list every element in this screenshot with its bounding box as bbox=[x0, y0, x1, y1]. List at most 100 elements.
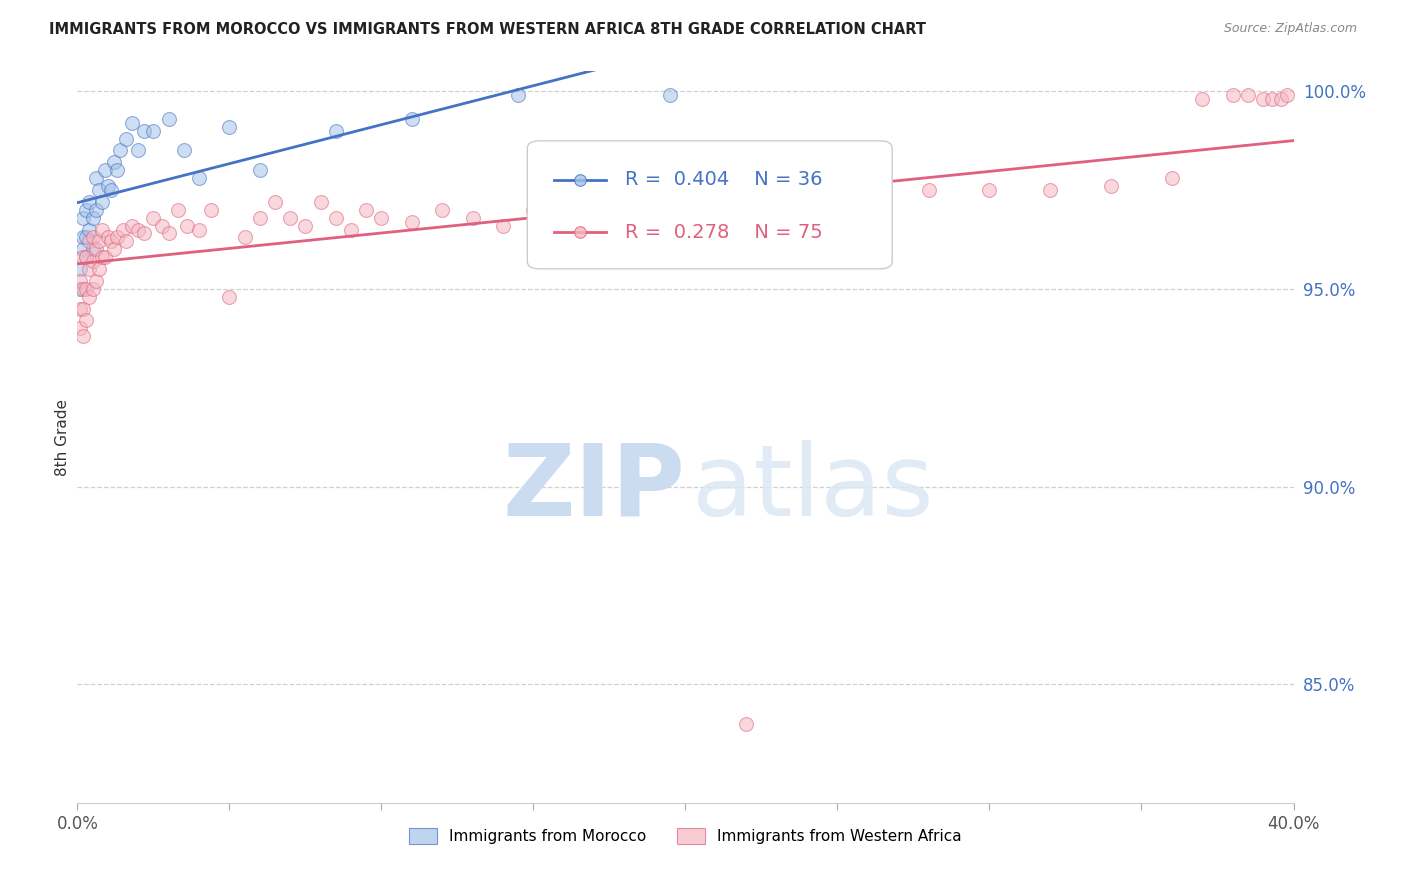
Point bbox=[735, 716, 758, 731]
Point bbox=[278, 211, 301, 225]
Point bbox=[75, 313, 97, 327]
Point bbox=[72, 230, 94, 244]
Point bbox=[93, 250, 115, 264]
Point bbox=[294, 219, 316, 233]
Point bbox=[583, 194, 606, 209]
Text: R =  0.404    N = 36: R = 0.404 N = 36 bbox=[624, 170, 823, 189]
Point bbox=[218, 290, 240, 304]
Point bbox=[108, 144, 131, 158]
Point bbox=[93, 163, 115, 178]
Point bbox=[553, 211, 575, 225]
Point bbox=[79, 235, 101, 249]
Point bbox=[340, 222, 363, 236]
Y-axis label: 8th Grade: 8th Grade bbox=[55, 399, 70, 475]
Point bbox=[75, 202, 97, 217]
Point bbox=[79, 290, 101, 304]
Point bbox=[90, 194, 112, 209]
Point bbox=[115, 235, 138, 249]
Point bbox=[1261, 92, 1284, 106]
Point bbox=[325, 123, 347, 137]
Point bbox=[157, 227, 180, 241]
Text: IMMIGRANTS FROM MOROCCO VS IMMIGRANTS FROM WESTERN AFRICA 8TH GRADE CORRELATION : IMMIGRANTS FROM MOROCCO VS IMMIGRANTS FR… bbox=[49, 22, 927, 37]
Point bbox=[100, 183, 122, 197]
Point bbox=[75, 250, 97, 264]
Point bbox=[1270, 92, 1292, 106]
Point bbox=[84, 202, 107, 217]
Point bbox=[176, 219, 198, 233]
Point bbox=[401, 214, 423, 228]
Point bbox=[134, 123, 156, 137]
Point bbox=[249, 163, 271, 178]
Point bbox=[157, 112, 180, 126]
Point bbox=[90, 222, 112, 236]
Point bbox=[79, 222, 101, 236]
Point bbox=[87, 262, 110, 277]
Point bbox=[218, 120, 240, 134]
Point bbox=[111, 222, 134, 236]
Point bbox=[644, 183, 666, 197]
Point bbox=[79, 194, 101, 209]
Point bbox=[370, 211, 392, 225]
Point bbox=[127, 222, 149, 236]
Point bbox=[84, 242, 107, 256]
Point bbox=[173, 144, 195, 158]
Point bbox=[508, 88, 530, 103]
Point bbox=[72, 211, 94, 225]
Point bbox=[82, 282, 104, 296]
Point bbox=[72, 282, 94, 296]
Point bbox=[100, 235, 122, 249]
Point bbox=[69, 262, 91, 277]
Point bbox=[90, 250, 112, 264]
Point bbox=[309, 194, 332, 209]
Point bbox=[1323, 671, 1346, 685]
Point bbox=[134, 227, 156, 241]
Point bbox=[796, 202, 818, 217]
Text: atlas: atlas bbox=[692, 440, 934, 537]
Legend: Immigrants from Morocco, Immigrants from Western Africa: Immigrants from Morocco, Immigrants from… bbox=[404, 822, 967, 850]
Point bbox=[492, 219, 515, 233]
Point bbox=[188, 171, 211, 186]
Point bbox=[75, 282, 97, 296]
Point bbox=[142, 123, 165, 137]
Point bbox=[200, 202, 222, 217]
Point bbox=[79, 262, 101, 277]
Point bbox=[72, 301, 94, 316]
Point bbox=[87, 183, 110, 197]
Point bbox=[1251, 92, 1274, 106]
Point bbox=[659, 88, 682, 103]
Point bbox=[69, 282, 91, 296]
Point bbox=[87, 235, 110, 249]
Point bbox=[1277, 88, 1299, 103]
Point bbox=[121, 219, 143, 233]
Point bbox=[82, 211, 104, 225]
Point bbox=[522, 202, 544, 217]
Point bbox=[121, 116, 143, 130]
Point bbox=[127, 144, 149, 158]
Point bbox=[188, 222, 211, 236]
Point bbox=[856, 194, 879, 209]
Point bbox=[75, 250, 97, 264]
Point bbox=[97, 230, 120, 244]
Point bbox=[461, 211, 484, 225]
Point bbox=[1099, 179, 1122, 194]
Point bbox=[82, 242, 104, 256]
Point bbox=[69, 321, 91, 335]
Point bbox=[97, 179, 120, 194]
Point bbox=[401, 112, 423, 126]
Point bbox=[613, 202, 636, 217]
Point bbox=[105, 230, 128, 244]
Point bbox=[105, 163, 128, 178]
Point bbox=[72, 329, 94, 343]
Point bbox=[1191, 92, 1213, 106]
Point bbox=[152, 219, 174, 233]
Point bbox=[69, 301, 91, 316]
Point bbox=[72, 242, 94, 256]
Point bbox=[103, 155, 125, 169]
Text: Source: ZipAtlas.com: Source: ZipAtlas.com bbox=[1223, 22, 1357, 36]
Point bbox=[69, 274, 91, 288]
Point bbox=[1039, 183, 1062, 197]
Point bbox=[84, 171, 107, 186]
Point bbox=[264, 194, 287, 209]
Point bbox=[1222, 88, 1244, 103]
Point bbox=[979, 183, 1001, 197]
